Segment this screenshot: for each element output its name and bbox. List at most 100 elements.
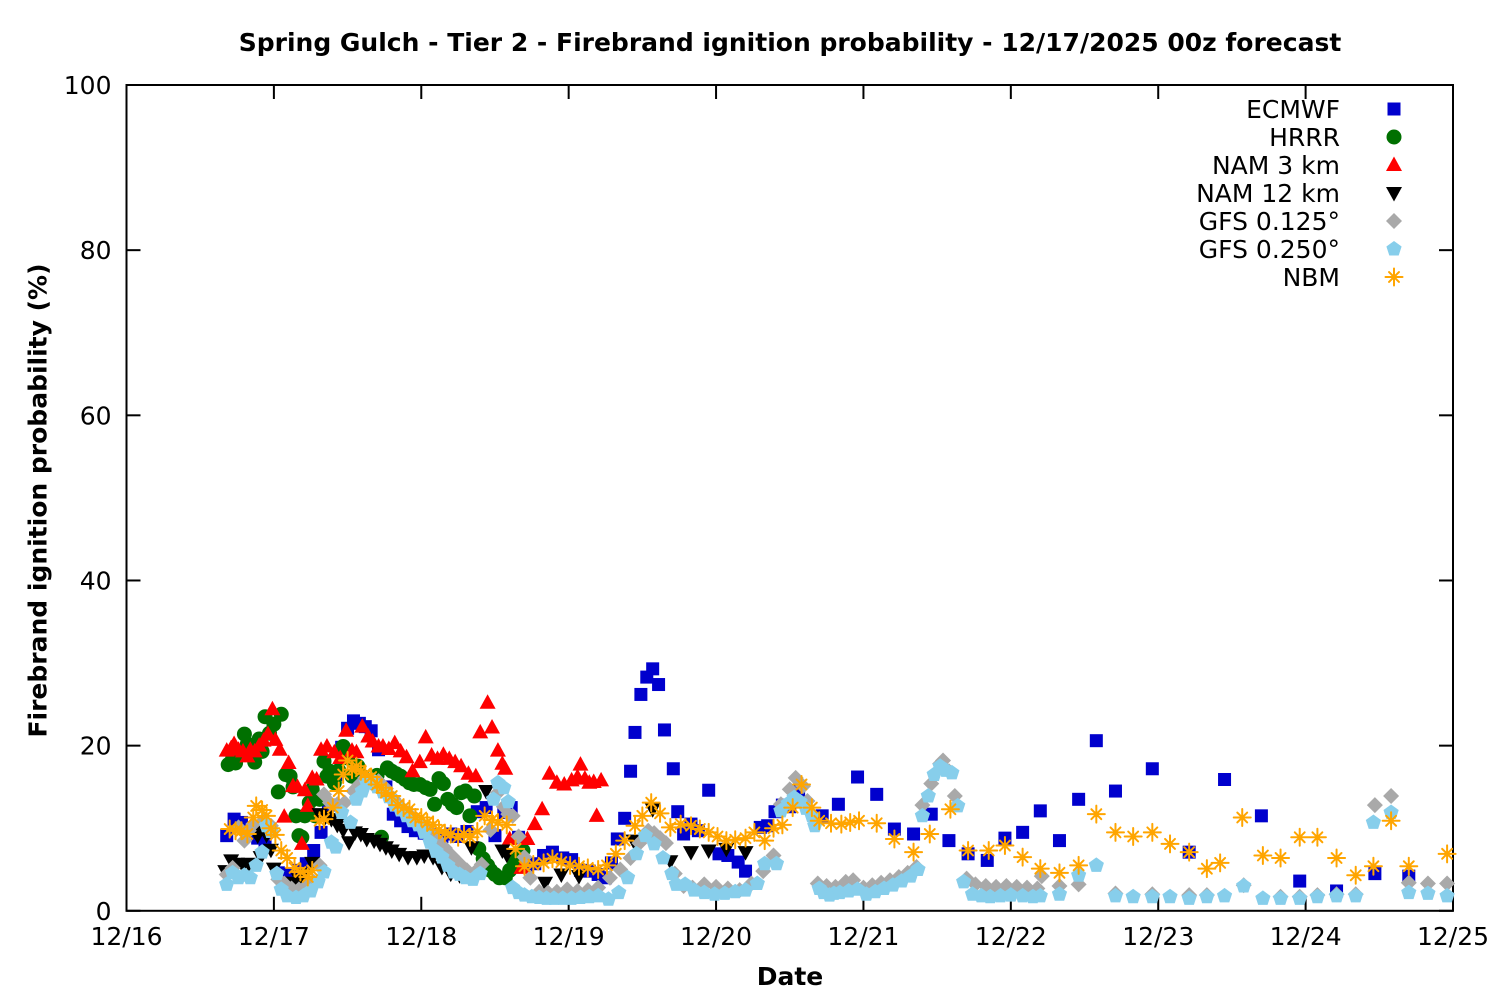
point-gfs-0-250 (910, 861, 926, 876)
legend-label-3: NAM 12 km (1196, 179, 1340, 208)
point-ecmwf (980, 853, 994, 867)
point-nbm (323, 798, 343, 818)
y-tick-label: 80 (80, 236, 112, 265)
point-nam-12-km (463, 841, 480, 856)
point-ecmwf (628, 725, 642, 739)
point-ecmwf (618, 811, 632, 825)
point-ecmwf (652, 678, 666, 692)
point-ecmwf (624, 764, 638, 778)
point-nbm (1049, 863, 1069, 883)
point-nbm (277, 848, 297, 868)
point-gfs-0-250 (1088, 857, 1104, 872)
point-nam-3-km (501, 830, 518, 845)
point-nbm (867, 813, 887, 833)
point-nbm (755, 831, 775, 851)
y-tick-label: 20 (80, 732, 112, 761)
point-gfs-0-250 (1255, 890, 1271, 905)
point-nbm (237, 824, 257, 844)
point-gfs-0-250 (956, 873, 972, 889)
point-nam-3-km (259, 725, 276, 741)
point-gfs-0-250 (1292, 890, 1308, 905)
point-gfs-0-250 (248, 857, 264, 872)
legend-label-2: NAM 3 km (1212, 151, 1340, 180)
point-gfs-0-250 (485, 791, 502, 806)
point-nam-3-km (588, 807, 605, 822)
point-gfs-0-250 (342, 814, 359, 829)
point-hrrr (427, 796, 443, 812)
legend-label-0: ECMWF (1246, 95, 1340, 124)
point-nam-3-km (386, 734, 403, 750)
x-tick-label: 12/18 (385, 922, 457, 951)
point-nam-12-km (718, 842, 735, 858)
point-gfs-0-125 (1366, 797, 1383, 814)
point-gfs-0-250 (1125, 888, 1141, 904)
x-tick-label: 12/22 (975, 922, 1047, 951)
point-nam-12-km (262, 843, 279, 859)
point-nam-3-km (411, 753, 428, 769)
point-nbm (831, 814, 851, 834)
point-nbm (904, 842, 924, 862)
point-ecmwf (870, 787, 884, 801)
point-nbm (979, 841, 999, 861)
point-gfs-0-250 (269, 865, 285, 881)
point-ecmwf (942, 834, 956, 848)
point-nam-3-km (519, 830, 536, 845)
point-nbm (1105, 822, 1125, 842)
point-nbm (615, 831, 635, 851)
point-nam-3-km (484, 718, 501, 734)
point-nam-3-km (264, 700, 281, 716)
point-gfs-0-250 (472, 865, 488, 881)
point-nbm (650, 803, 670, 823)
point-nbm (1307, 827, 1327, 847)
point-ecmwf (851, 770, 865, 784)
point-nam-3-km (497, 760, 514, 775)
point-nam-3-km (479, 694, 496, 709)
point-nbm (725, 830, 745, 850)
point-hrrr (335, 738, 351, 754)
point-nbm (884, 829, 904, 849)
point-gfs-0-250 (1401, 884, 1417, 900)
point-nam-3-km (354, 718, 371, 733)
point-gfs-0-125 (601, 869, 618, 886)
point-ecmwf (739, 864, 753, 878)
point-gfs-0-250 (1272, 890, 1289, 905)
point-nbm (314, 809, 334, 829)
point-gfs-0-125 (1383, 788, 1400, 805)
point-nam-3-km (467, 767, 484, 783)
point-gfs-0-250 (1309, 888, 1326, 904)
x-tick-label: 12/23 (1122, 922, 1194, 951)
point-nam-3-km (489, 742, 506, 757)
x-axis-label: Date (756, 962, 824, 991)
point-nbm (940, 799, 960, 819)
point-gfs-0-250 (1216, 887, 1233, 903)
point-gfs-0-250 (496, 779, 512, 795)
point-gfs-0-250 (655, 849, 671, 865)
point-ecmwf (671, 805, 685, 819)
point-gfs-0-250 (1328, 887, 1345, 903)
point-ecmwf (1254, 809, 1268, 823)
point-nam-3-km (453, 757, 470, 773)
point-nbm (849, 811, 869, 831)
point-nbm (744, 822, 764, 842)
point-nbm (523, 855, 543, 875)
x-tick-label: 12/20 (680, 922, 752, 951)
plot-border (125, 84, 1454, 912)
point-nbm (1363, 856, 1383, 876)
point-gfs-0-125 (1419, 875, 1436, 892)
point-ecmwf (634, 687, 648, 701)
point-gfs-0-125 (657, 835, 674, 852)
legend-marker-3 (1386, 187, 1402, 202)
legend-marker-4 (1386, 213, 1402, 229)
point-gfs-0-250 (920, 788, 936, 803)
point-nbm (1399, 856, 1419, 876)
legend-marker-5 (1386, 241, 1402, 256)
point-nam-3-km (556, 775, 573, 791)
point-gfs-0-250 (611, 884, 627, 900)
point-gfs-0-250 (1181, 890, 1197, 905)
point-nam-3-km (526, 815, 543, 831)
point-nbm (1123, 826, 1143, 846)
point-nbm (1290, 827, 1310, 847)
point-hrrr (297, 808, 313, 824)
point-nbm (1013, 847, 1033, 867)
y-tick-label: 100 (64, 71, 112, 100)
